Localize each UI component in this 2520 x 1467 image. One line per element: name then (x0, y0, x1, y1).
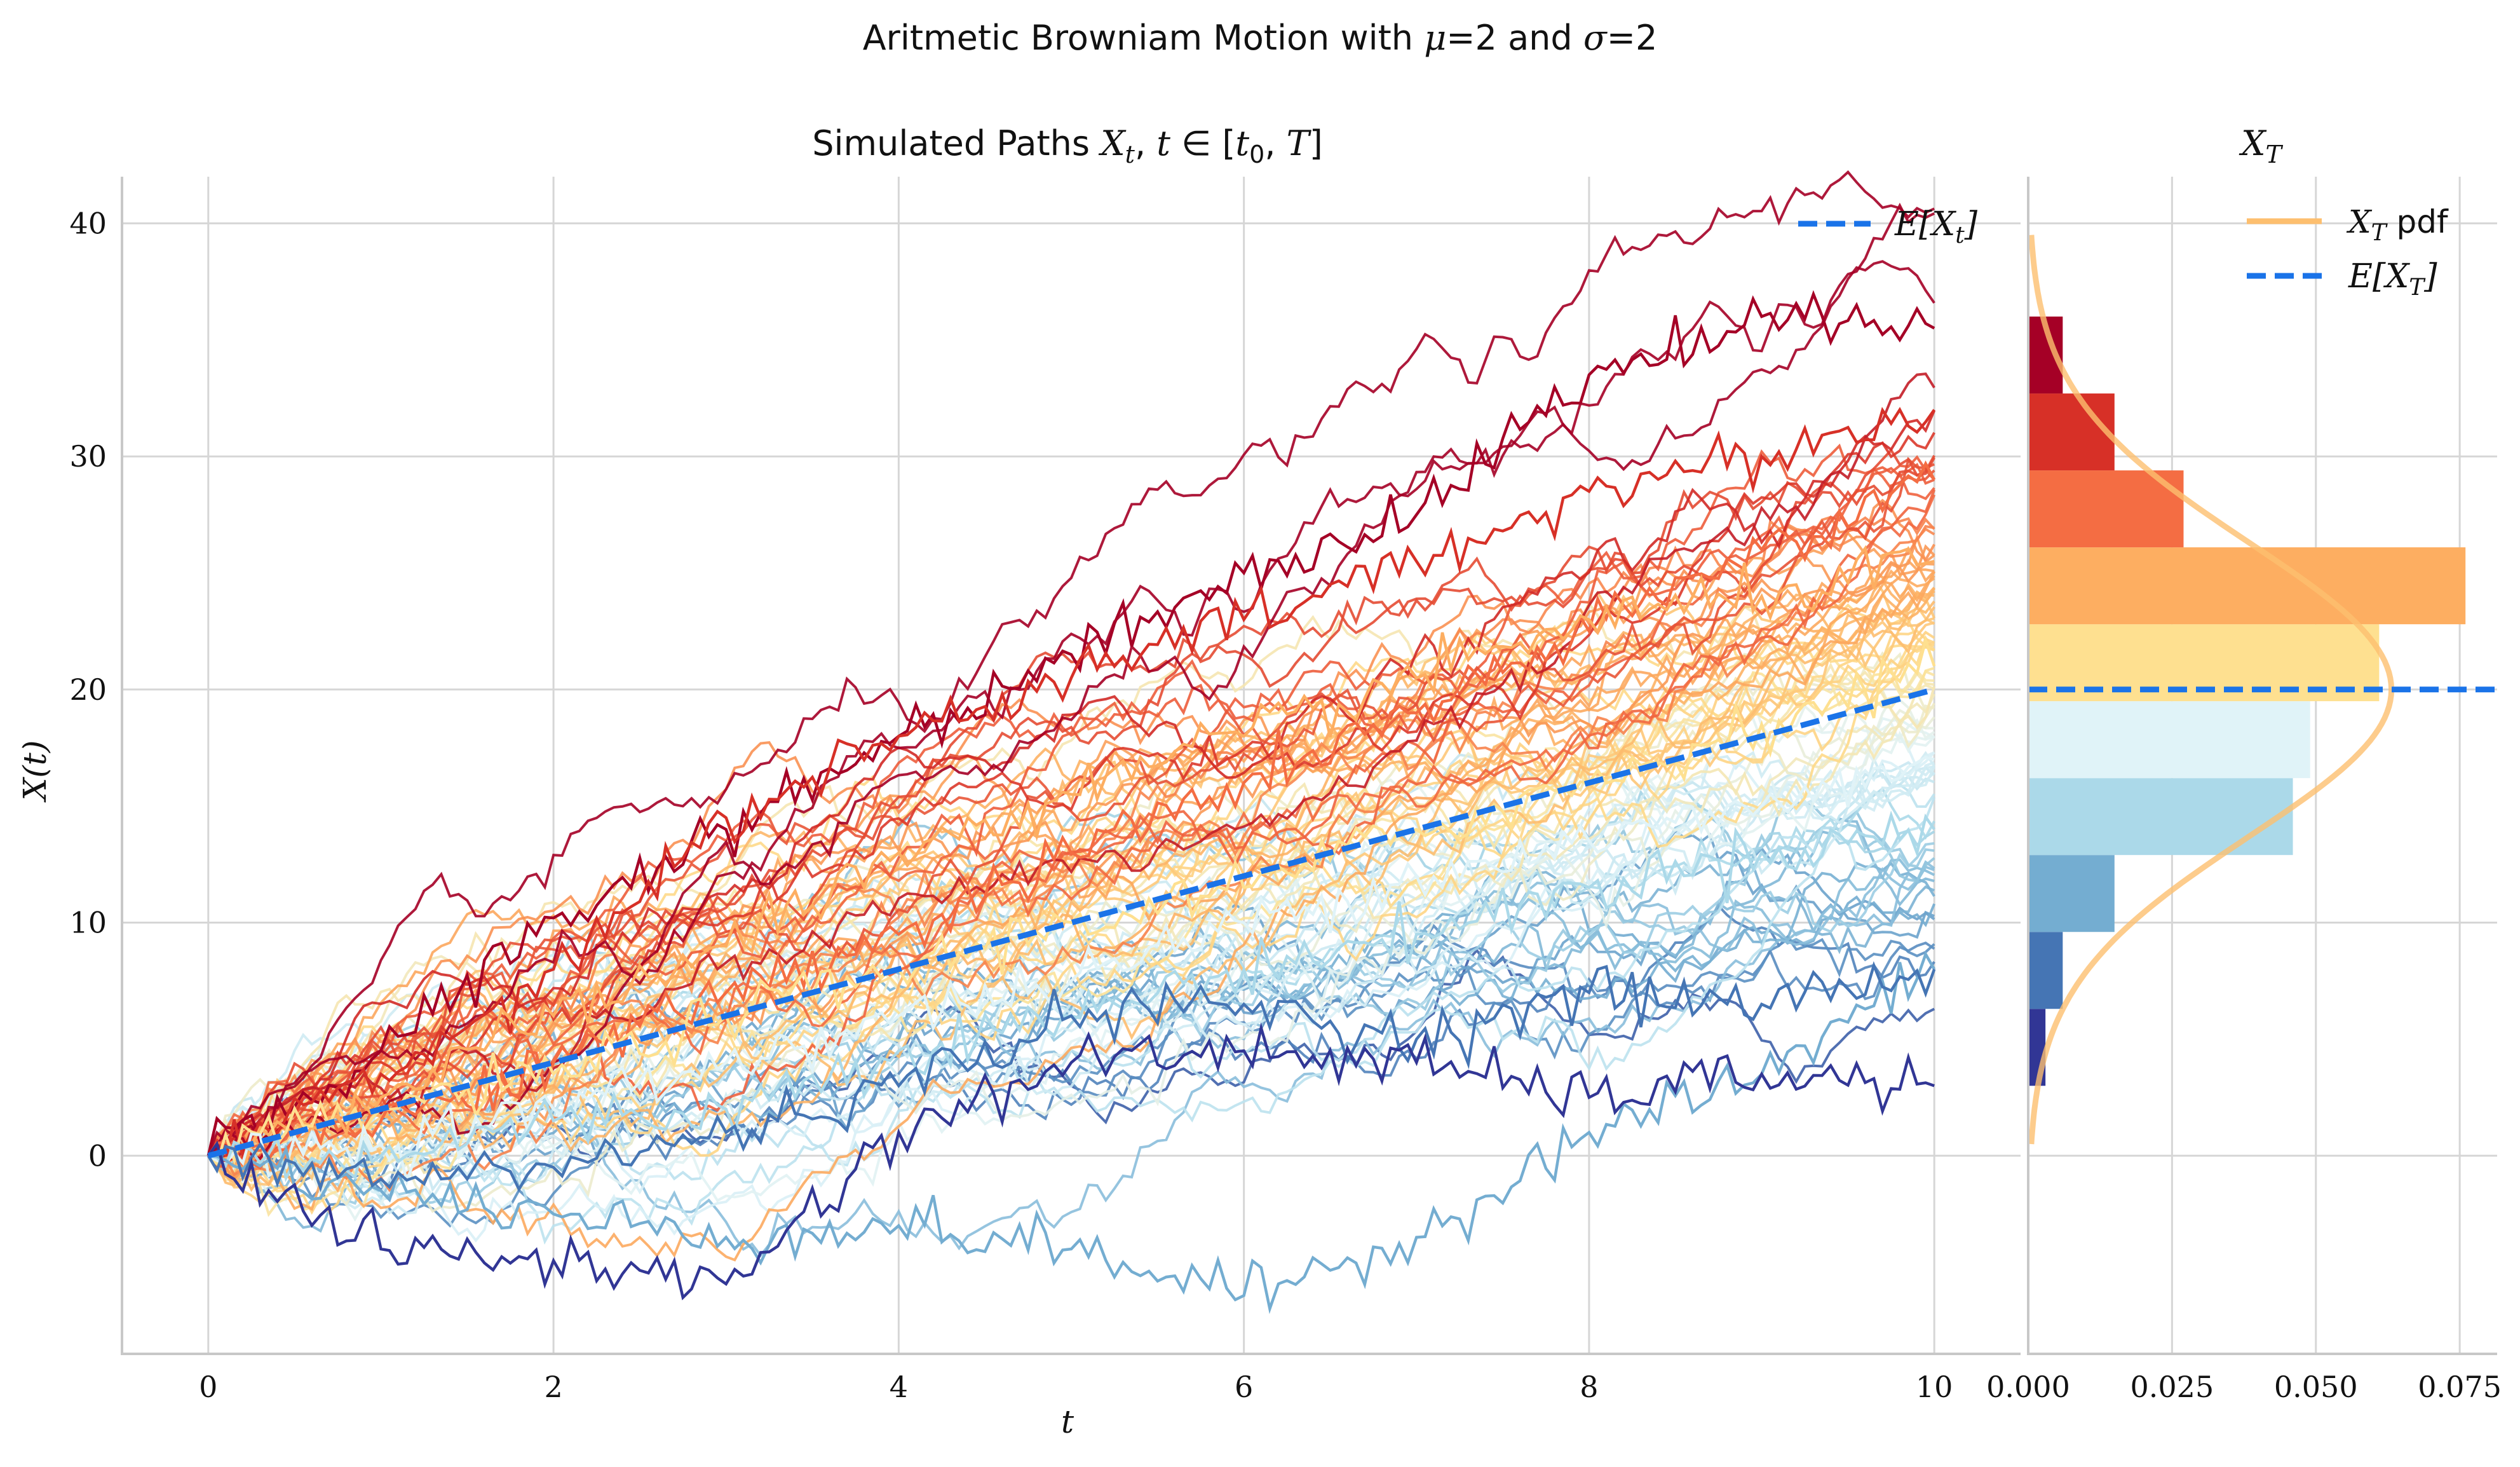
histogram-x-tick-label: 0.025 (2130, 1370, 2214, 1404)
highlighted-path (207, 961, 1936, 1192)
paths-y-tick-label: 30 (69, 439, 107, 474)
histogram-legend: XT pdf E[XT] (2247, 203, 2449, 301)
highlighted-path (207, 635, 1936, 1167)
paths-x-tick-label: 2 (544, 1370, 562, 1404)
simulated-path (207, 432, 1935, 1157)
histogram-bars (2028, 317, 2466, 1086)
simulated-path (207, 494, 1936, 1157)
paths-x-tick-label: 0 (199, 1370, 217, 1404)
histogram-bar (2028, 547, 2466, 625)
simulated-path (208, 410, 1936, 1158)
simulated-path (207, 170, 1935, 1156)
simulated-path (208, 447, 1935, 1157)
histogram-bar (2028, 701, 2310, 779)
paths-spines (121, 177, 2021, 1355)
paths-x-axis-label: t (1061, 1403, 1074, 1440)
histogram-bar (2028, 393, 2115, 471)
simulated-path (207, 544, 1935, 1169)
histogram-spines (2027, 177, 2497, 1355)
simulated-path (207, 524, 1935, 1192)
histogram-bar (2028, 932, 2063, 1009)
paths-panel: 0 2 4 6 8 10 0 10 20 30 40 Simulated Paths Xt, t … (17, 123, 2021, 1440)
histogram-x-tick-label: 0.075 (2418, 1370, 2502, 1404)
highlighted-path (207, 545, 1935, 1174)
simulated-path (207, 372, 1935, 1161)
paths-y-tick-label: 10 (69, 906, 107, 940)
highlighted-path (208, 950, 1936, 1314)
paths-y-axis-label: X(t) (17, 740, 53, 803)
figure-suptitle: Aritmetic Browniam Motion with μ=2 and σ… (863, 18, 1658, 58)
simulated-path (207, 515, 1935, 1161)
paths-lines (207, 170, 1936, 1314)
histogram-bar (2028, 855, 2115, 932)
simulated-path (207, 456, 1935, 1159)
paths-title: Simulated Paths Xt, t ∈ [t0, T] (812, 123, 1323, 168)
histogram-bar (2028, 470, 2184, 548)
histogram-title: XT (2239, 123, 2283, 168)
paths-y-tick-label: 20 (69, 672, 107, 707)
paths-x-tick-label: 10 (1916, 1370, 1953, 1404)
histogram-legend-mean-label: E[XT] (2348, 257, 2437, 301)
paths-x-tick-label: 6 (1235, 1370, 1253, 1404)
paths-legend-mean-label: E[Xt] (1894, 205, 1978, 249)
paths-y-ticks: 0 10 20 30 40 (69, 206, 107, 1173)
histogram-x-ticks: 0.000 0.025 0.050 0.075 (1986, 1370, 2502, 1404)
histogram-x-tick-label: 0.050 (2274, 1370, 2358, 1404)
paths-legend: E[Xt] (1798, 205, 1978, 249)
paths-x-tick-label: 4 (890, 1370, 908, 1404)
simulated-path (207, 865, 1935, 1258)
paths-x-ticks: 0 2 4 6 8 10 (199, 1370, 1953, 1404)
histogram-pdf-curve (2028, 235, 2395, 1145)
paths-mean-line (207, 686, 1935, 1159)
simulated-path (207, 463, 1935, 1168)
highlighted-path (207, 460, 1936, 1170)
highlighted-path (207, 407, 1936, 1166)
paths-x-tick-label: 8 (1580, 1370, 1598, 1404)
histogram-x-tick-label: 0.000 (1986, 1370, 2070, 1404)
simulated-path (208, 578, 1935, 1159)
simulated-path (208, 645, 1935, 1194)
simulated-path (207, 693, 1935, 1157)
highlighted-path (207, 290, 1935, 1156)
simulated-path (208, 751, 1936, 1215)
paths-y-tick-label: 0 (88, 1138, 107, 1173)
highlighted-path (207, 1022, 1935, 1300)
highlighted-path (207, 755, 1935, 1187)
simulated-path (207, 454, 1935, 1157)
simulated-path (208, 469, 1935, 1169)
histogram-bar (2028, 778, 2293, 856)
simulated-path (208, 571, 1935, 1179)
paths-y-tick-label: 40 (69, 206, 107, 240)
simulated-path (207, 716, 1935, 1203)
histogram-legend-pdf-label: XT pdf (2346, 203, 2449, 246)
histogram-panel: 0.000 0.025 0.050 0.075 XT XT pdf E[XT] (1986, 123, 2502, 1404)
